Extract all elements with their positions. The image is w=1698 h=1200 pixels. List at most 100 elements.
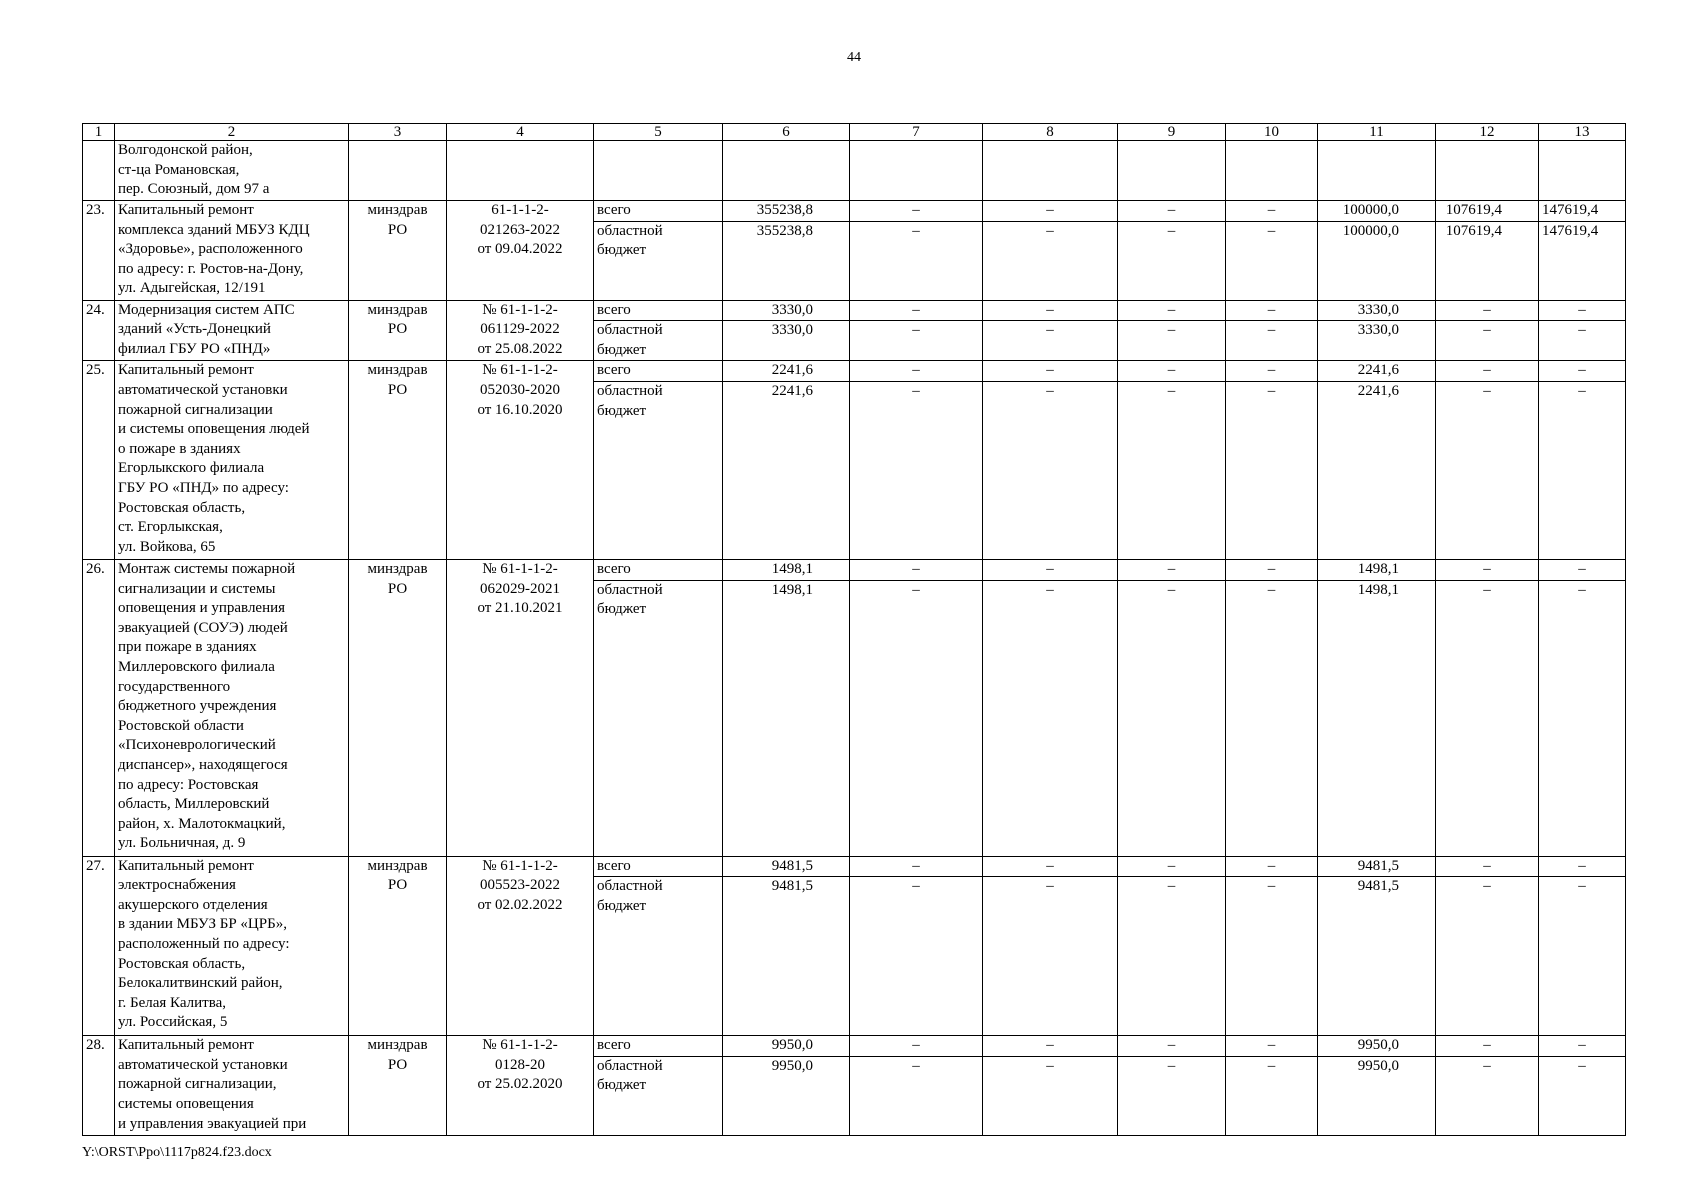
cell-value: 9481,5 [722, 855, 850, 878]
cell-value: – [1538, 1055, 1626, 1136]
cell-no: 27. [82, 855, 115, 1037]
cell-value: – [849, 558, 983, 581]
cell-no [82, 140, 115, 201]
cell-value: – [1225, 220, 1318, 301]
cell-customer: минздрав РО [348, 200, 447, 301]
cell-description: Капитальный ремонт комплекса зданий МБУЗ… [114, 200, 349, 301]
cell-value: 100000,0 [1317, 200, 1436, 222]
cell-value: 355238,8 [722, 220, 850, 301]
table-row: 24. Модернизация систем АПС зданий «Усть… [82, 299, 1626, 362]
column-header: 4 [446, 123, 594, 141]
cell-empty [593, 140, 723, 201]
cell-value: – [1117, 1055, 1226, 1136]
cell-value: – [982, 558, 1118, 581]
cell-value: – [1225, 320, 1318, 362]
cell-value: 3330,0 [1317, 320, 1436, 362]
table-row-regional: областной бюджет 9950,0– – – –9950,0– – [83, 1055, 1626, 1136]
file-path-footer: Y:\ORST\Ppo\1117p824.f23.docx [82, 1145, 272, 1160]
cell-value: 2241,6 [722, 380, 850, 560]
cell-empty [446, 140, 594, 201]
cell-value: – [849, 320, 983, 362]
cell-value: 107619,4 [1435, 200, 1539, 222]
cell-value: – [1538, 1035, 1626, 1057]
cell-value: – [1225, 855, 1318, 878]
cell-value: 1498,1 [722, 558, 850, 581]
cell-value: – [1538, 360, 1626, 382]
cell-no: 26. [82, 558, 115, 857]
cell-value: – [1225, 299, 1318, 322]
cell-value: – [982, 320, 1118, 362]
cell-value: – [1435, 579, 1539, 857]
cell-value: – [1435, 855, 1539, 878]
funding-table: 1 2 3 4 5 6 7 8 9 10 11 12 13 Волгодонской район, ст… [82, 123, 1626, 1136]
cell-empty [1117, 140, 1226, 201]
cell-value: – [1538, 876, 1626, 1037]
cell-value: 9481,5 [1317, 855, 1436, 878]
cell-value: 9950,0 [1317, 1055, 1436, 1136]
cell-value: – [849, 855, 983, 878]
cell-value: – [982, 360, 1118, 382]
cell-description: Монтаж системы пожарной сигнализации и с… [114, 558, 349, 857]
cell-value: – [982, 855, 1118, 878]
cell-value: – [1538, 320, 1626, 362]
cell-value: – [1435, 1035, 1539, 1057]
cell-description: Волгодонской район, ст-ца Романовская, п… [114, 140, 349, 201]
cell-source-regional: областной бюджет [593, 380, 723, 560]
cell-value: – [1117, 876, 1226, 1037]
cell-document: 61-1-1-2- 021263-2022 от 09.04.2022 [446, 200, 594, 301]
cell-value: – [849, 579, 983, 857]
column-header: 6 [722, 123, 850, 141]
cell-source-total: всего [593, 1035, 723, 1057]
cell-empty [982, 140, 1118, 201]
cell-value: 9950,0 [722, 1035, 850, 1057]
cell-source-regional: областной бюджет [593, 1055, 723, 1136]
cell-value: 100000,0 [1317, 220, 1436, 301]
table-row-regional: областной бюджет 2241,6– – – –2241,6– – [83, 380, 1626, 560]
cell-value: – [849, 220, 983, 301]
column-header: 9 [1117, 123, 1226, 141]
cell-value: – [849, 360, 983, 382]
cell-value: – [1117, 200, 1226, 222]
cell-value: 147619,4 [1538, 200, 1626, 222]
cell-value: 147619,4 [1538, 220, 1626, 301]
cell-value: – [982, 380, 1118, 560]
cell-value: – [1435, 360, 1539, 382]
cell-value: – [1435, 876, 1539, 1037]
column-header: 2 [114, 123, 349, 141]
cell-value: – [1117, 855, 1226, 878]
cell-document: № 61-1-1-2- 061129-2022 от 25.08.2022 [446, 299, 594, 362]
cell-value: 1498,1 [1317, 579, 1436, 857]
cell-value: 3330,0 [722, 299, 850, 322]
cell-empty [1538, 140, 1626, 201]
table-row-regional: областной бюджет 355238,8– – – –100000,0 107… [83, 220, 1626, 301]
cell-value: 9950,0 [722, 1055, 850, 1136]
cell-value: 3330,0 [722, 320, 850, 362]
cell-value: 3330,0 [1317, 299, 1436, 322]
cell-value: – [982, 876, 1118, 1037]
cell-value: 9481,5 [1317, 876, 1436, 1037]
cell-customer: минздрав РО [348, 360, 447, 560]
cell-empty [1317, 140, 1436, 201]
column-header: 1 [82, 123, 115, 141]
cell-customer: минздрав РО [348, 1035, 447, 1136]
column-header: 5 [593, 123, 723, 141]
cell-value: 2241,6 [1317, 360, 1436, 382]
cell-no: 25. [82, 360, 115, 560]
cell-source-total: всего [593, 200, 723, 222]
cell-value: – [1225, 360, 1318, 382]
column-header: 8 [982, 123, 1118, 141]
cell-source-total: всего [593, 360, 723, 382]
cell-value: – [1225, 1055, 1318, 1136]
cell-description: Капитальный ремонт автоматической устано… [114, 360, 349, 560]
cell-value: – [1225, 876, 1318, 1037]
cell-source-total: всего [593, 299, 723, 322]
cell-source-regional: областной бюджет [593, 320, 723, 362]
page-number: 44 [847, 50, 861, 65]
cell-customer: минздрав РО [348, 558, 447, 857]
cell-no: 28. [82, 1035, 115, 1136]
cell-empty [1225, 140, 1318, 201]
cell-value: – [1117, 320, 1226, 362]
cell-value: – [1538, 855, 1626, 878]
cell-value: – [982, 1035, 1118, 1057]
cell-description: Капитальный ремонт автоматической устано… [114, 1035, 349, 1136]
